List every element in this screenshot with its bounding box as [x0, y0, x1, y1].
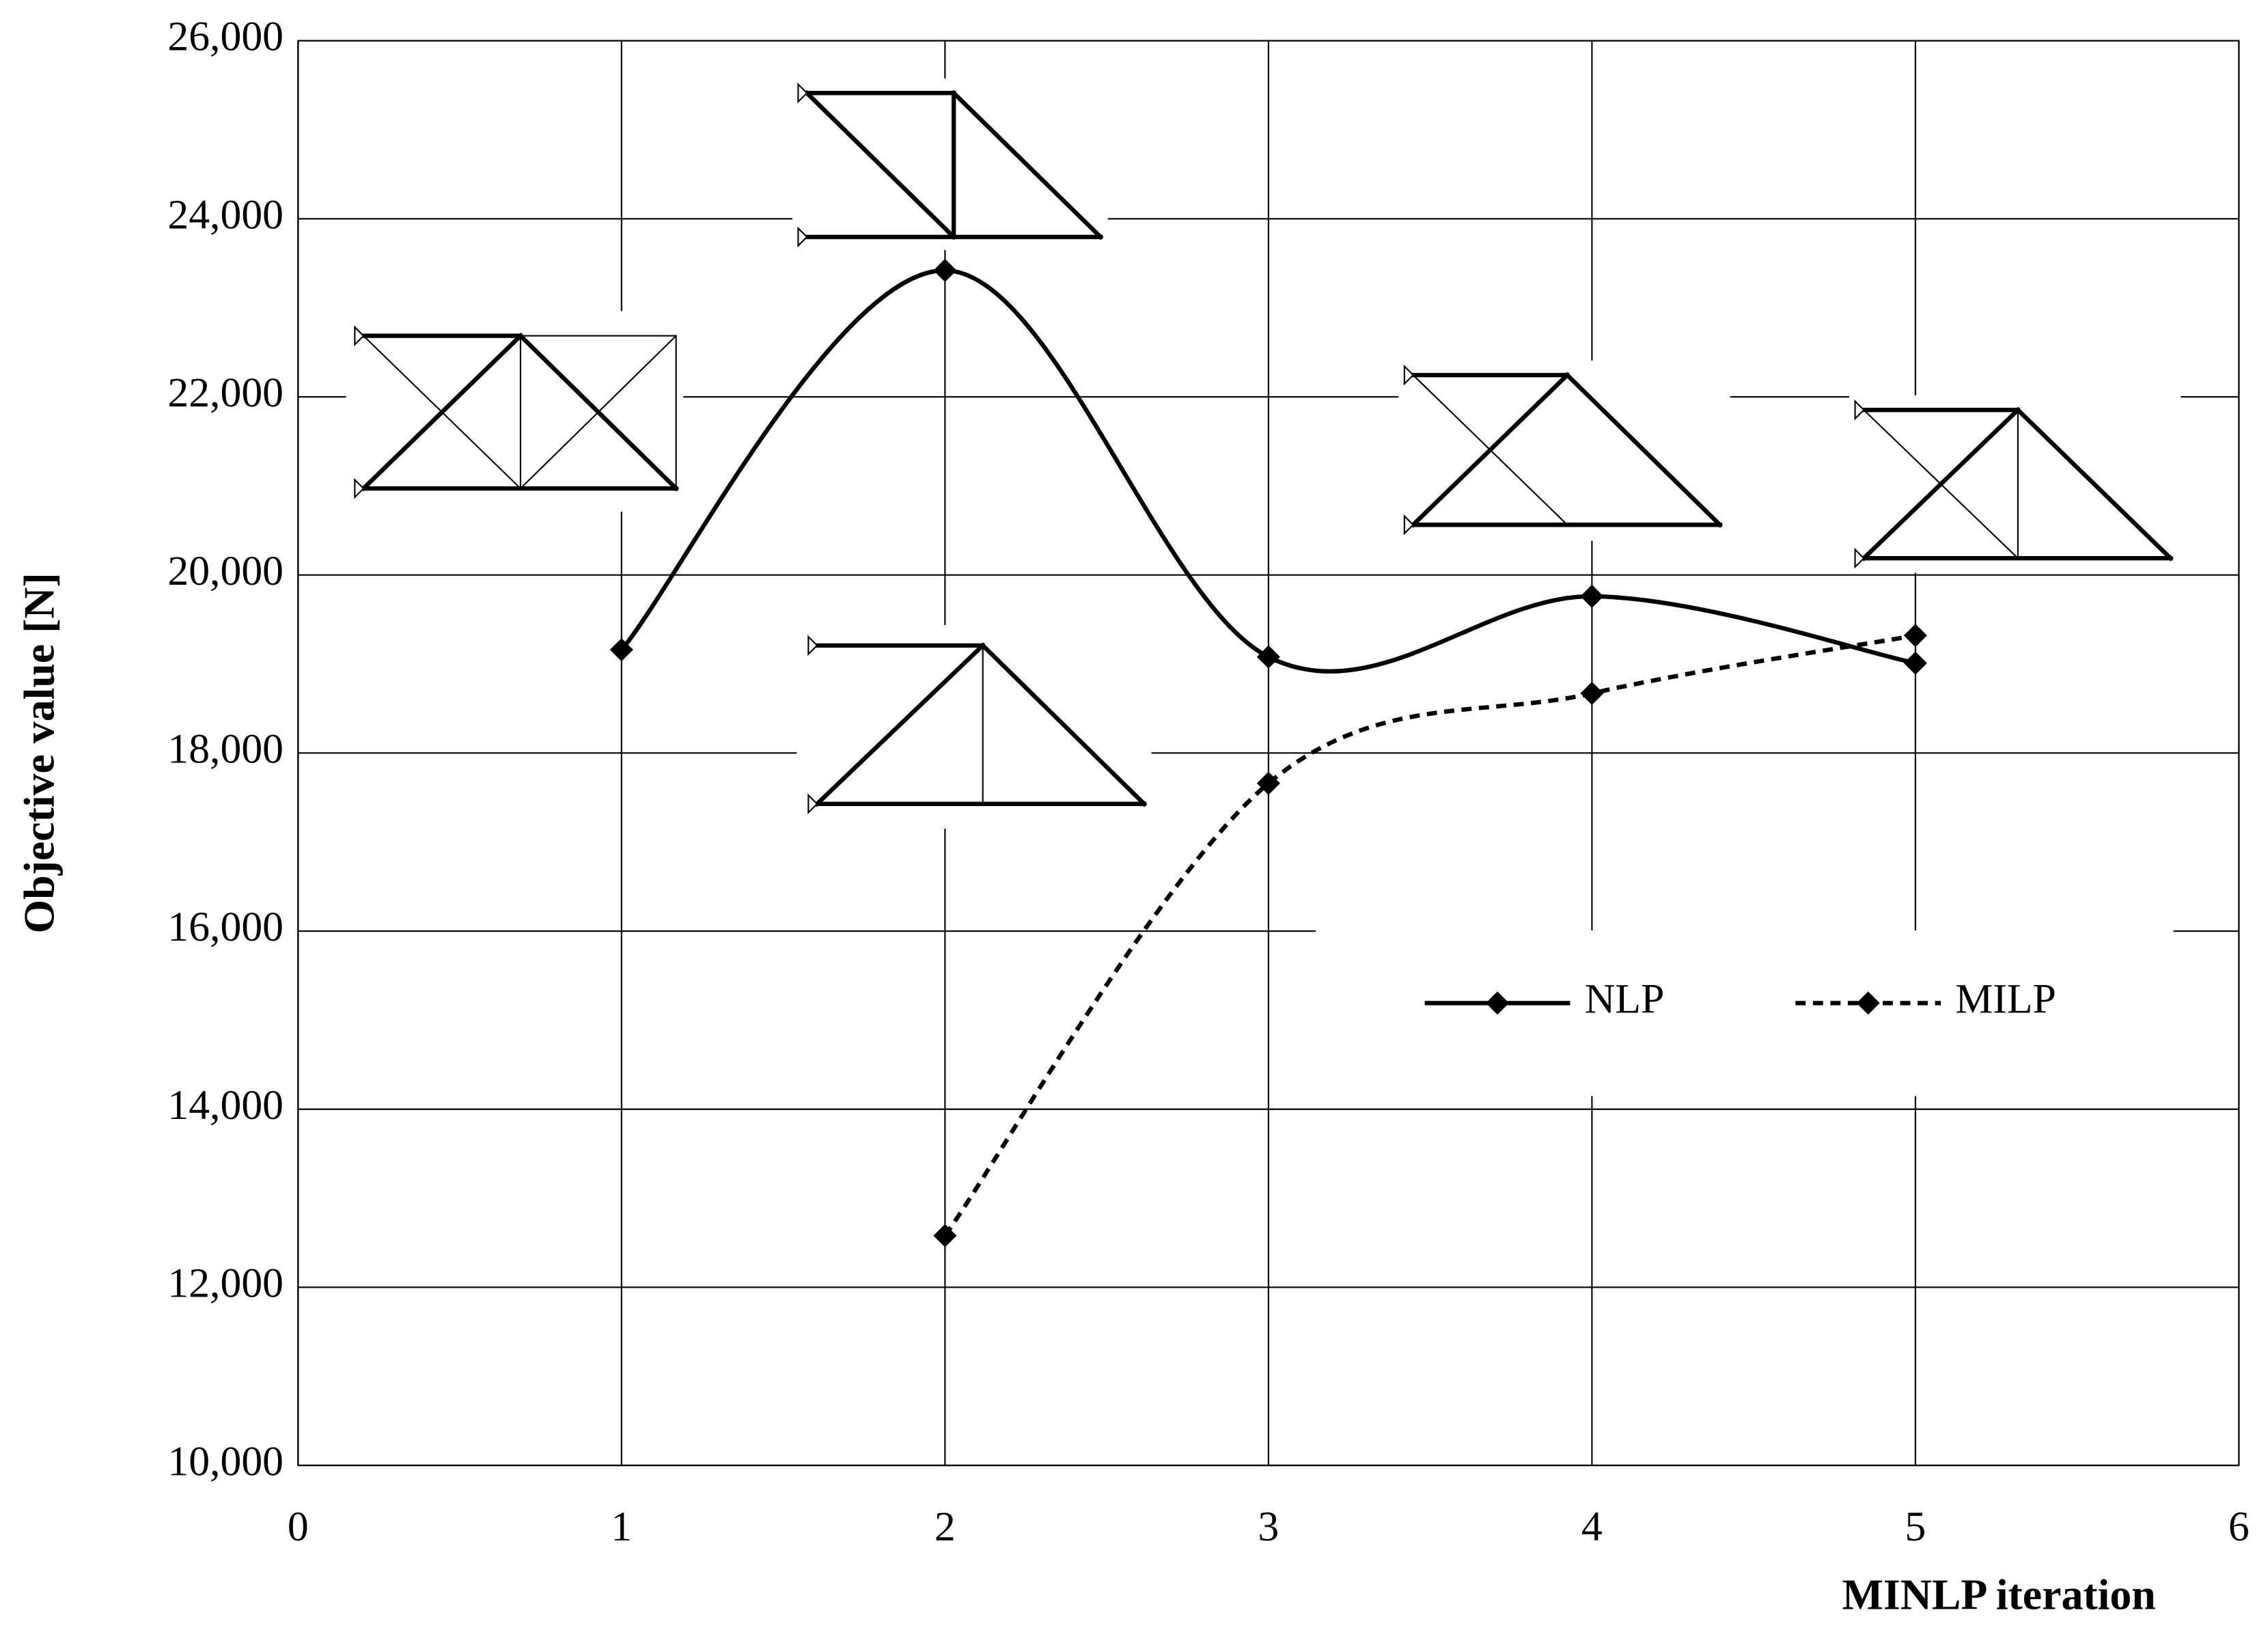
legend-label: MILP [1955, 976, 2056, 1023]
truss-member [1412, 374, 1568, 526]
truss-member [814, 642, 986, 807]
truss-diagram [1398, 360, 1730, 541]
truss-member [1862, 408, 2019, 559]
truss-member [519, 335, 678, 490]
truss-member [1564, 372, 1724, 528]
x-tick-label: 6 [2228, 1504, 2250, 1550]
series-line [620, 268, 1916, 674]
x-tick-label: 5 [1905, 1504, 1926, 1550]
truss-background [1398, 360, 1730, 541]
y-tick-label: 16,000 [167, 904, 284, 950]
truss-background [1849, 395, 2181, 573]
y-tick-label: 10,000 [167, 1438, 284, 1484]
truss-background [797, 625, 1152, 829]
x-tick-label: 2 [935, 1504, 956, 1550]
plot-border [297, 40, 2240, 1467]
legend: NLP MILP [1424, 976, 2056, 1023]
x-tick-label: 4 [1581, 1504, 1603, 1550]
truss-support [354, 325, 365, 499]
truss-diagrams [346, 78, 2181, 829]
data-point [1580, 584, 1604, 608]
legend-marker [1856, 991, 1880, 1015]
data-point [1256, 771, 1280, 795]
y-tick-label: 24,000 [167, 191, 284, 238]
data-point [1903, 651, 1927, 675]
y-axis-title: Objective value [N] [15, 572, 64, 933]
grid: 10,000 12,000 14,000 16,000 18,000 20,000 22,0… [167, 14, 2249, 1550]
truss-background [346, 311, 684, 512]
truss-diagram [1849, 395, 2181, 573]
data-point [1580, 682, 1604, 706]
truss-support [1403, 364, 1415, 536]
data-point [933, 258, 957, 282]
x-tick-label: 0 [288, 1504, 309, 1550]
truss-diagram [797, 625, 1152, 829]
truss-member [2015, 406, 2174, 562]
y-tick-label: 12,000 [167, 1260, 284, 1307]
y-tick-label: 22,000 [167, 370, 284, 416]
truss-support [807, 635, 818, 815]
y-tick-label: 20,000 [167, 548, 284, 594]
truss-member [950, 89, 1104, 240]
y-tick-label: 14,000 [167, 1082, 284, 1128]
data-point [933, 1223, 957, 1247]
x-tick-label: 1 [611, 1504, 632, 1550]
truss-diagram [346, 311, 684, 512]
x-tick-label: 3 [1258, 1504, 1279, 1550]
legend-background [1316, 930, 2174, 1096]
series-line [943, 633, 1916, 1237]
truss-member [803, 89, 957, 240]
truss-support [1854, 399, 1865, 569]
x-axis-title: MINLP iteration [1842, 1570, 2156, 1619]
legend-marker [1486, 991, 1510, 1015]
y-tick-label: 18,000 [167, 726, 284, 773]
data-point [609, 638, 633, 662]
truss-member [362, 335, 522, 490]
data-point [1256, 645, 1280, 669]
truss-member [980, 642, 1148, 807]
y-tick-label: 26,000 [167, 14, 284, 60]
truss-diagram [792, 78, 1108, 251]
truss-support [797, 82, 808, 248]
truss-background [792, 78, 1108, 251]
legend-label: NLP [1585, 976, 1665, 1023]
